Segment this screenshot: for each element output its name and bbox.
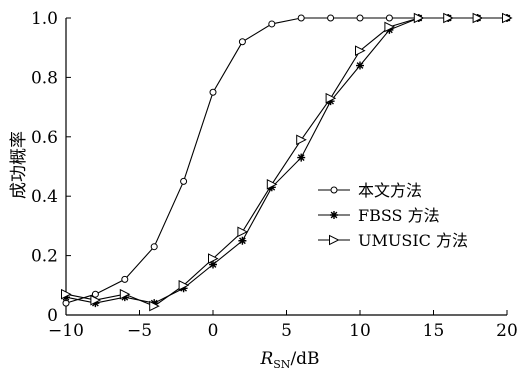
data-point [62,293,70,302]
series-1 [62,14,511,307]
data-point [502,12,513,24]
data-point [208,253,219,264]
data-point [413,12,425,24]
y-tick-label: 1.0 [31,9,58,29]
data-point [356,61,364,70]
legend-item: 本文方法 [318,181,422,200]
y-tick-label: 0.6 [31,128,58,148]
x-tick-label: 15 [423,321,445,341]
data-point [384,21,396,33]
legend-marker [330,211,338,219]
x-axis-title-subscript: SN [273,358,291,371]
data-point [443,12,454,24]
series-3 [61,12,513,312]
y-tick-label: 0.8 [31,68,58,88]
data-point [150,243,158,251]
x-tick-label: 5 [281,321,292,341]
data-point [385,25,394,34]
data-point [268,20,276,28]
series-group [61,12,513,312]
series-line [65,17,507,307]
legend-item: UMUSIC 方法 [318,231,468,250]
data-point [91,290,99,298]
x-axis-title: RSN/dB [259,349,319,371]
y-axis-title: 成功概率 [9,131,29,199]
data-point [91,299,100,308]
data-point [385,14,393,22]
ticks: −10 −5 0 5 10 15 20 0 0.2 0.4 0.6 0.8 1.0 [31,9,517,341]
x-tick-label: 0 [208,321,219,341]
series-line [65,17,507,304]
data-point [296,134,307,146]
y-tick-label: 0.4 [31,187,58,207]
legend-marker [329,234,340,246]
data-point [297,14,305,22]
data-point [297,153,306,162]
series-2 [62,14,511,308]
data-point [325,92,337,104]
legend: 本文方法 FBSS 方法 UMUSIC 方法 [318,181,468,250]
data-point [326,97,335,106]
data-point [472,12,484,24]
x-axis-title-unit: /dB [290,349,319,369]
data-point [327,14,335,22]
y-tick-label: 0 [47,306,58,326]
data-point [355,45,366,56]
data-point [238,38,246,46]
legend-marker [330,186,338,194]
data-point [209,260,217,269]
x-tick-label: 10 [349,321,371,341]
data-point [237,226,249,238]
data-point [238,236,247,245]
legend-label: FBSS 方法 [358,206,440,225]
data-point [120,293,129,302]
y-tick-label: 0.2 [31,247,58,267]
data-point [209,88,217,96]
data-point [356,14,364,22]
data-point [179,284,188,293]
data-point [267,183,276,192]
data-point [61,288,72,300]
legend-label: UMUSIC 方法 [358,231,468,250]
data-point [90,294,102,306]
legend-item: FBSS 方法 [318,206,440,225]
series-line [65,17,507,304]
x-axis-title-main: R [259,349,273,369]
data-point [121,275,129,283]
x-tick-label: −10 [48,321,84,341]
data-point [149,300,160,312]
x-tick-label: 20 [496,321,517,341]
data-point [119,288,131,300]
legend-label: 本文方法 [358,181,422,200]
data-point [178,279,190,291]
data-point [180,177,188,185]
data-point [150,299,159,308]
x-tick-label: −5 [127,321,152,341]
axis-labels: 成功概率 RSN/dB [9,131,320,371]
data-point [266,179,278,190]
